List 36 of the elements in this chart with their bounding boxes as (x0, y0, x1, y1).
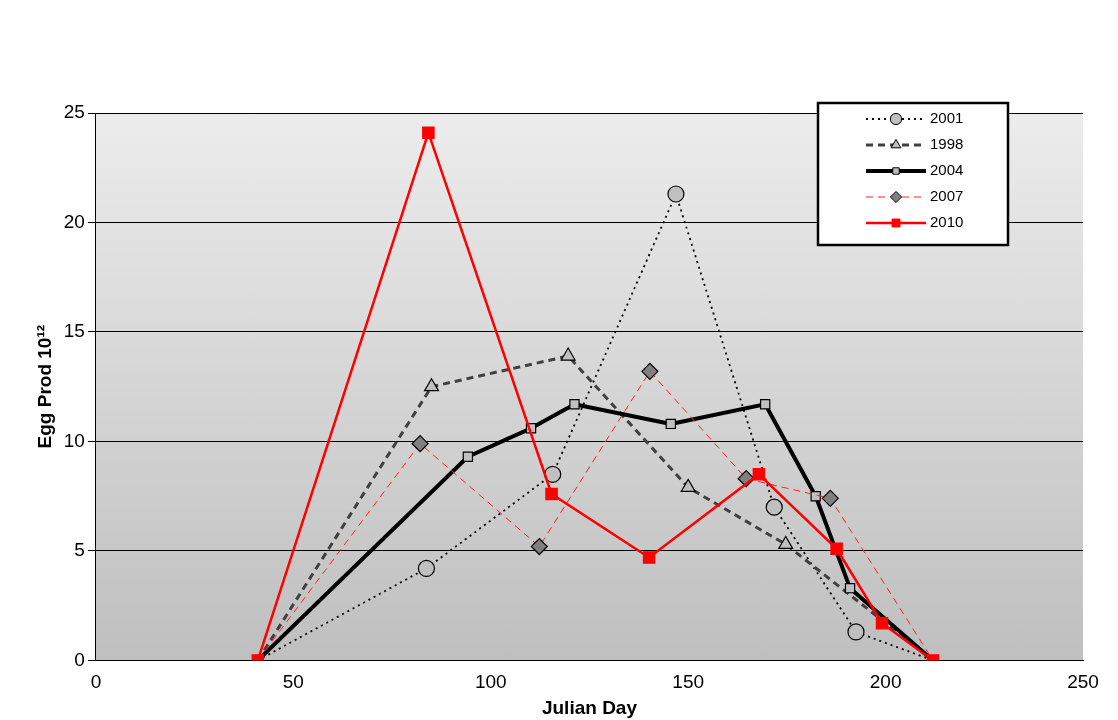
y-tick-label: 10 (63, 429, 85, 451)
y-tick-label: 15 (63, 320, 85, 342)
legend-label: 2001 (930, 109, 964, 127)
point (544, 465, 562, 483)
y-tick-label: 25 (63, 101, 85, 123)
point (765, 498, 783, 516)
point (810, 490, 821, 502)
legend-label: 1998 (930, 135, 964, 153)
y-axis-title: Egg Prod 10¹² (33, 324, 55, 449)
x-axis-title: Julian Day (541, 696, 638, 718)
x-tick-label: 50 (282, 671, 304, 693)
point (545, 487, 558, 501)
point (422, 126, 435, 139)
point (667, 185, 685, 203)
x-tick-label: 100 (474, 671, 507, 693)
x-tick-label: 200 (869, 671, 902, 693)
y-tick-label: 5 (74, 539, 85, 561)
x-tick-label: 250 (1067, 671, 1099, 693)
point (759, 399, 771, 410)
point (847, 623, 865, 641)
point (665, 418, 676, 430)
legend-label: 2004 (930, 161, 964, 179)
x-tick-label: 150 (672, 671, 705, 693)
y-tick-label: 20 (63, 210, 85, 232)
x-tick-label: 0 (90, 671, 102, 693)
point (875, 616, 889, 630)
legend-label: 2010 (930, 213, 964, 231)
legend-label: 2007 (930, 187, 964, 205)
point (642, 551, 656, 564)
point (462, 451, 474, 462)
y-tick-label: 0 (74, 648, 85, 670)
point (569, 399, 580, 410)
point (830, 542, 843, 555)
point (844, 582, 856, 594)
point (417, 559, 435, 578)
point (752, 468, 766, 481)
